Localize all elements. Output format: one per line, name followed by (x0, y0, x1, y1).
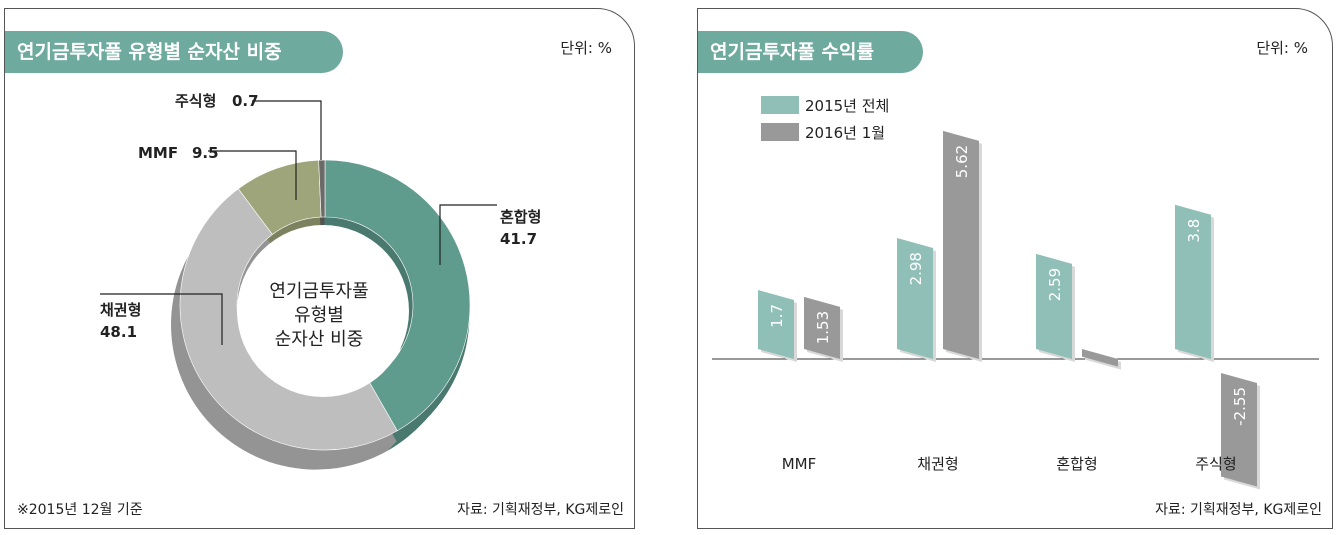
bar-value-stock-2016-01: -2.55 (1231, 387, 1249, 426)
legend-label-2016-01: 2016년 1월 (805, 124, 885, 142)
bar-mixed-2016-01 (1082, 349, 1118, 367)
bar-bond-2015 (897, 238, 933, 359)
leader-line-stock (252, 100, 322, 160)
x-tick-label: 혼합형 (1056, 455, 1097, 473)
bar-value-mixed-2016-01: 0.06 (1092, 371, 1110, 404)
donut-hole (237, 225, 409, 397)
legend-swatch-2016-01 (761, 123, 799, 141)
leader-line-mixed (439, 204, 497, 265)
slice-label-mmf: MMF (138, 144, 178, 162)
donut-slice-stock (318, 159, 326, 218)
return-source: 자료: 기획재정부, KG제로인 (1155, 502, 1322, 518)
x-tick-label: MMF (782, 455, 817, 473)
donut-center-label: 연기금투자풀 (269, 281, 368, 302)
slice-label-bond: 채권형 (100, 301, 141, 319)
bar-value-stock-2015: 3.8 (1185, 219, 1203, 243)
legend-swatch-2015 (761, 96, 799, 114)
slice-label-mixed: 혼합형 (500, 208, 541, 226)
share-note: ※2015년 12월 기준 (17, 502, 143, 518)
legend-label-2015: 2015년 전체 (805, 97, 889, 115)
leader-line-bond (100, 293, 223, 345)
donut-slice-mixed (324, 159, 471, 432)
bar-value-mixed-2015: 2.59 (1046, 268, 1064, 301)
slice-value-stock: 0.7 (232, 92, 259, 110)
bar-mixed-2015 (1036, 253, 1072, 359)
x-tick-label: 채권형 (917, 455, 958, 473)
leader-line-mmf (208, 150, 297, 200)
donut-center-label: 순자산 비중 (275, 329, 364, 350)
bar-value-mmf-2016-01: 1.53 (814, 311, 832, 344)
return-unit-label: 단위: % (1256, 39, 1308, 57)
bar-mmf-2015 (758, 289, 794, 359)
slice-value-bond: 48.1 (100, 323, 137, 341)
bar-bond-2016-01 (943, 130, 979, 359)
bar-mmf-2016-01 (804, 296, 840, 359)
share-source: 자료: 기획재정부, KG제로인 (457, 502, 624, 518)
slice-label-stock: 주식형 (175, 92, 216, 110)
donut-center-label: 유형별 (294, 305, 344, 326)
return-panel-title: 연기금투자풀 수익률 (698, 31, 923, 73)
share-panel-title: 연기금투자풀 유형별 순자산 비중 (5, 31, 343, 73)
share-unit-label: 단위: % (560, 39, 612, 57)
slice-value-mixed: 41.7 (500, 230, 537, 248)
bar-stock-2016-01 (1221, 373, 1257, 487)
x-tick-label: 주식형 (1195, 455, 1236, 473)
bar-stock-2015 (1175, 204, 1211, 359)
slice-value-mmf: 9.5 (192, 144, 219, 162)
bar-value-bond-2016-01: 5.62 (953, 145, 971, 178)
bar-value-mmf-2015: 1.7 (768, 304, 786, 328)
bar-value-bond-2015: 2.98 (907, 252, 925, 285)
